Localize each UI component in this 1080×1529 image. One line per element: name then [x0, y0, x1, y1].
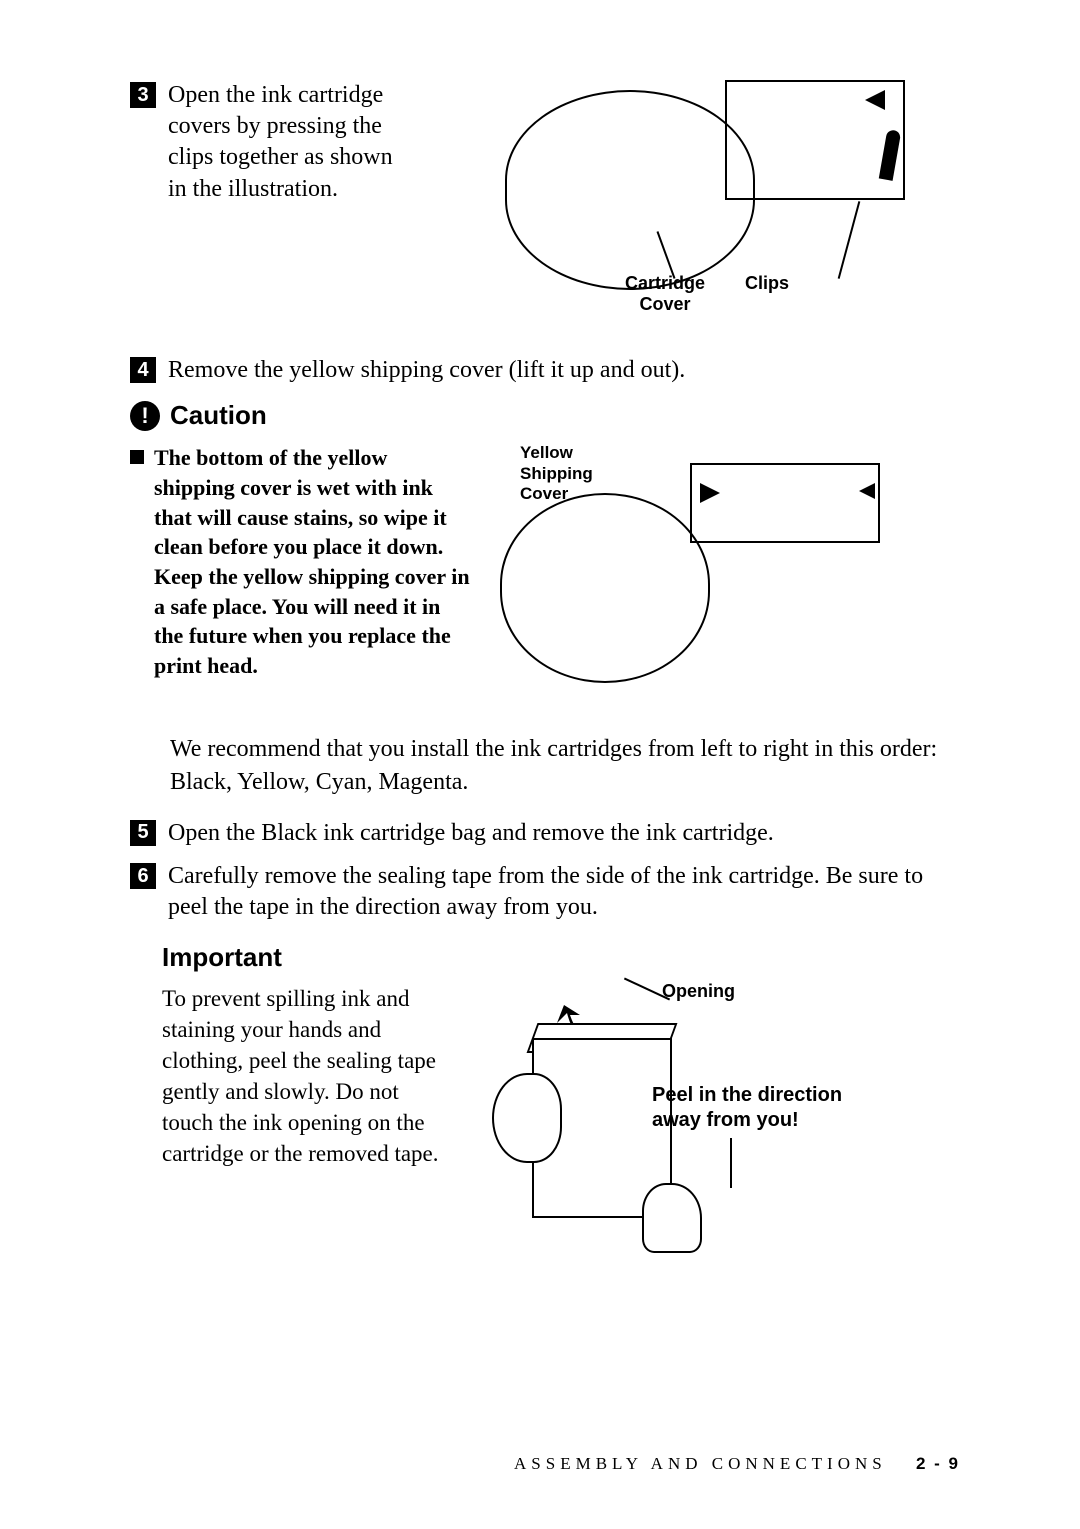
- step-num-4: 4: [130, 357, 156, 383]
- caution-section: The bottom of the yellow shipping cover …: [130, 443, 960, 703]
- step-3-section: 3 Open the ink cartridge covers by press…: [130, 80, 960, 315]
- important-heading: Important: [162, 942, 960, 973]
- important-text: To prevent spilling ink and staining you…: [162, 983, 442, 1169]
- step-num-6: 6: [130, 863, 156, 889]
- illustration-peel-tape: Opening Peel in the direction away from …: [472, 983, 872, 1263]
- caution-text: The bottom of the yellow shipping cover …: [154, 443, 470, 681]
- label-peel-direction: Peel in the direction away from you!: [652, 1083, 872, 1133]
- step-4-text: Remove the yellow shipping cover (lift i…: [168, 355, 685, 386]
- important-section: To prevent spilling ink and staining you…: [130, 983, 960, 1263]
- bullet-square-icon: [130, 450, 144, 464]
- step-num-5: 5: [130, 820, 156, 846]
- step-3-text: Open the ink cartridge covers by pressin…: [168, 80, 410, 205]
- label-clips: Clips: [745, 273, 789, 315]
- illustration-yellow-shipping-cover: YellowShippingCover: [500, 443, 880, 703]
- footer-section: ASSEMBLY AND CONNECTIONS: [514, 1454, 887, 1473]
- step-6: 6 Carefully remove the sealing tape from…: [130, 861, 960, 923]
- step-4: 4 Remove the yellow shipping cover (lift…: [130, 355, 960, 386]
- caution-title: Caution: [170, 400, 267, 431]
- recommend-text: We recommend that you install the ink ca…: [170, 733, 960, 798]
- caution-icon: !: [130, 401, 160, 431]
- caution-heading: ! Caution: [130, 400, 960, 431]
- label-cartridge-cover: CartridgeCover: [625, 273, 705, 315]
- step-5: 5 Open the Black ink cartridge bag and r…: [130, 818, 960, 849]
- label-opening: Opening: [662, 981, 735, 1002]
- page-footer: ASSEMBLY AND CONNECTIONS 2 - 9: [0, 1454, 960, 1474]
- illustration-cartridge-cover: CartridgeCover Clips: [505, 80, 905, 310]
- caution-bullet: The bottom of the yellow shipping cover …: [130, 443, 470, 681]
- step-num-3: 3: [130, 82, 156, 108]
- step-3: 3 Open the ink cartridge covers by press…: [130, 80, 410, 205]
- step-6-text: Carefully remove the sealing tape from t…: [168, 861, 960, 923]
- step-5-text: Open the Black ink cartridge bag and rem…: [168, 818, 774, 849]
- footer-page-number: 2 - 9: [916, 1454, 960, 1473]
